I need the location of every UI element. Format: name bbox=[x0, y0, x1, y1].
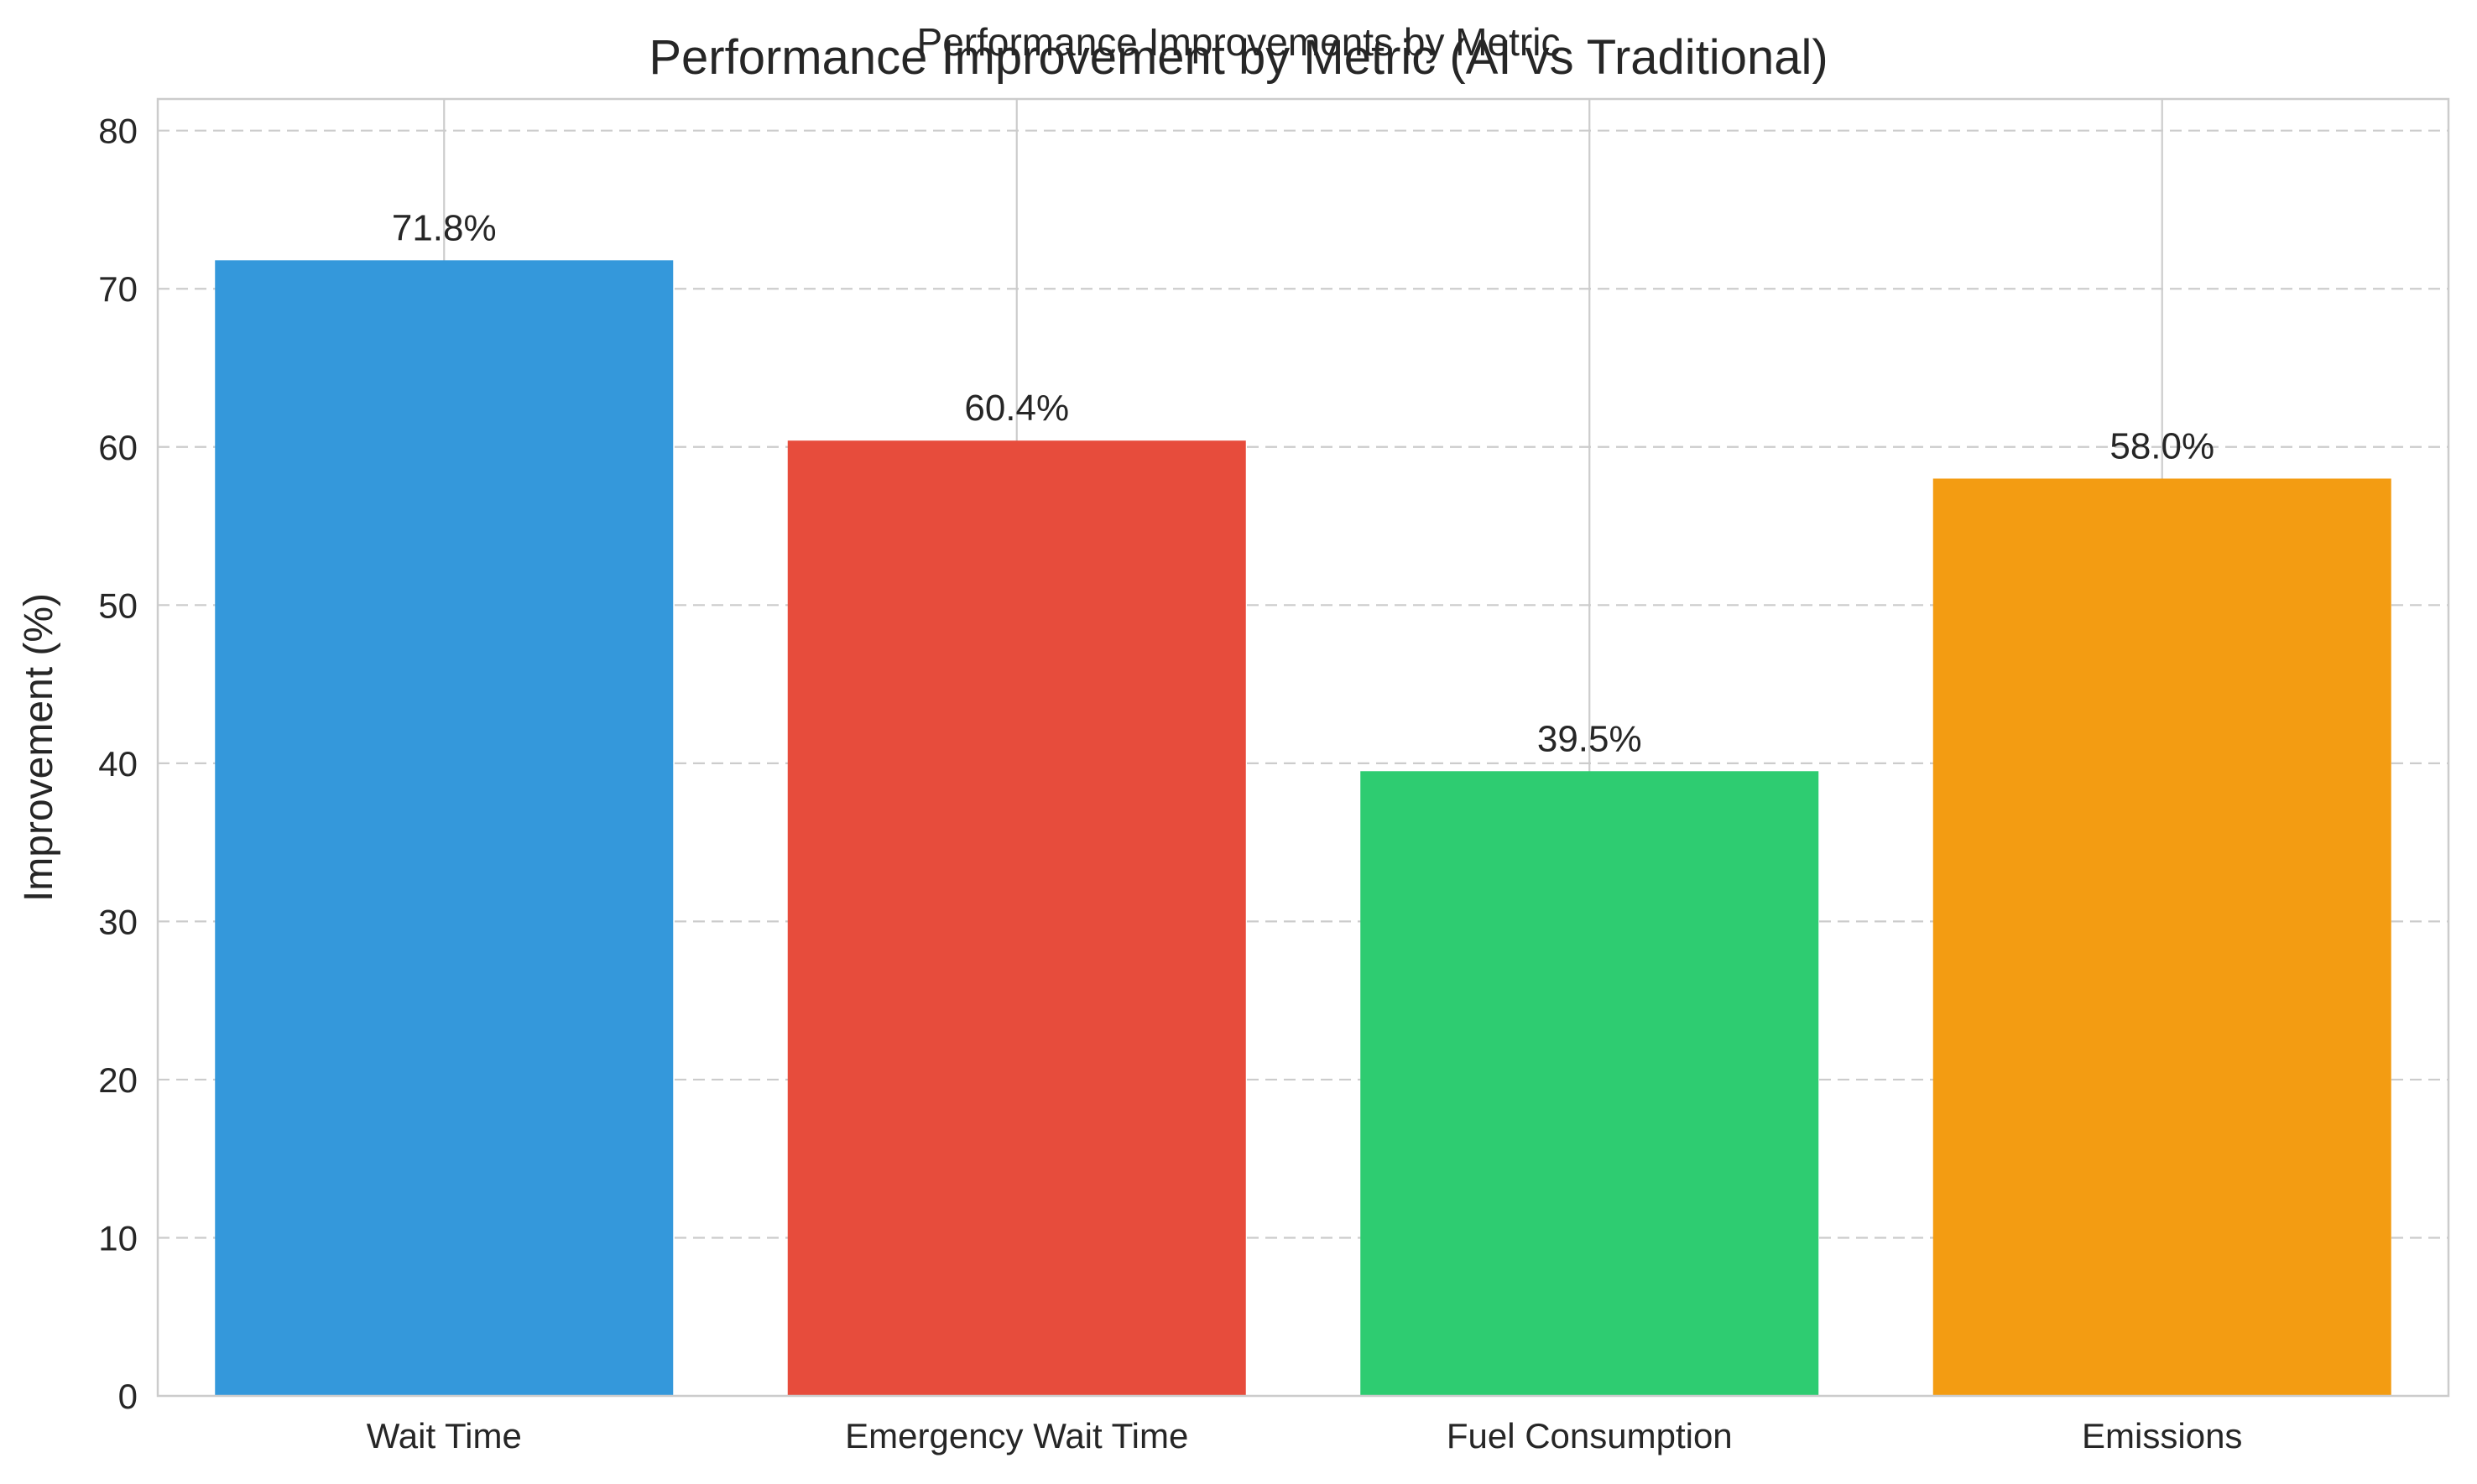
y-tick-label: 80 bbox=[98, 112, 138, 151]
chart-title: Performance Improvement by Metric (AI vs… bbox=[649, 30, 1828, 85]
x-tick-label: Wait Time bbox=[367, 1416, 522, 1455]
plot-area-frame bbox=[156, 97, 2450, 1398]
y-axis-ticks: 0 10 20 30 40 50 60 70 80 bbox=[98, 112, 138, 1416]
bars bbox=[215, 260, 2391, 1396]
y-tick-label: 40 bbox=[98, 744, 138, 784]
x-axis-ticks: Wait Time Emergency Wait Time Fuel Consump… bbox=[367, 1416, 2243, 1455]
chart-suptitle: Performance Improvements by Metric bbox=[917, 20, 1561, 64]
x-tick-label: Emissions bbox=[2082, 1416, 2242, 1455]
y-tick-label: 0 bbox=[118, 1377, 138, 1416]
bar bbox=[787, 440, 1246, 1396]
y-tick-label: 50 bbox=[98, 586, 138, 625]
x-tick-label: Emergency Wait Time bbox=[845, 1416, 1188, 1455]
y-axis-label: Improvement (%) bbox=[17, 593, 61, 902]
y-tick-label: 60 bbox=[98, 428, 138, 467]
bar bbox=[1932, 478, 2391, 1396]
x-tick-label: Fuel Consumption bbox=[1447, 1416, 1733, 1455]
y-tick-label: 30 bbox=[98, 902, 138, 941]
value-labels: 71.8% 60.4% 39.5% 58.0% bbox=[392, 207, 2214, 759]
y-tick-label: 20 bbox=[98, 1060, 138, 1100]
data-label: 71.8% bbox=[392, 207, 497, 248]
data-label: 39.5% bbox=[1537, 718, 1642, 759]
y-tick-label: 70 bbox=[98, 269, 138, 309]
y-tick-label: 10 bbox=[98, 1218, 138, 1257]
bar bbox=[215, 260, 674, 1396]
data-label: 60.4% bbox=[964, 388, 1069, 429]
data-label: 58.0% bbox=[2109, 425, 2214, 466]
bar bbox=[1360, 771, 1819, 1396]
